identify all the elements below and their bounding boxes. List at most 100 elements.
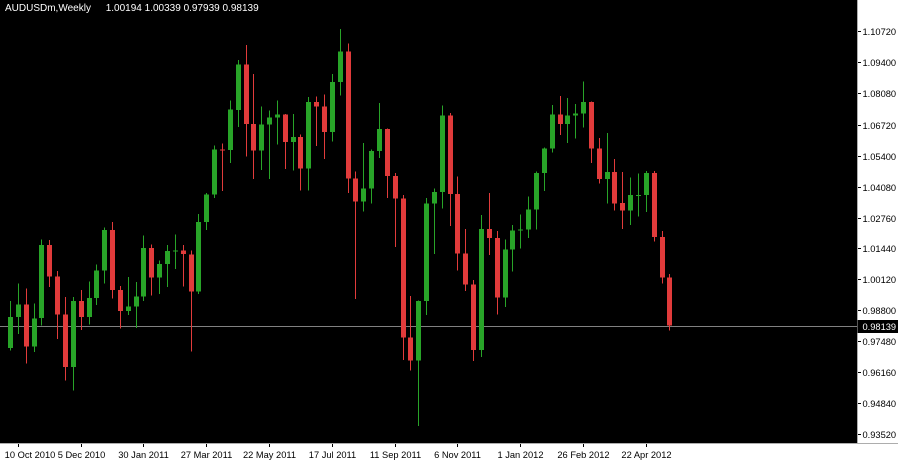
- candle-body: [212, 149, 217, 195]
- candle-body: [32, 318, 37, 347]
- candle-body: [87, 297, 92, 317]
- x-axis-label: 1 Jan 2012: [497, 450, 543, 460]
- candles-layer: [8, 28, 672, 426]
- candle-body: [39, 244, 44, 319]
- current-price-label: 0.98139: [863, 322, 897, 332]
- candle-body: [204, 194, 209, 222]
- y-axis-label: 0.96160: [863, 368, 897, 378]
- candle-body: [605, 172, 610, 180]
- y-axis-label: 0.93520: [863, 430, 897, 440]
- candle-body: [424, 203, 429, 301]
- candle-body: [503, 249, 508, 298]
- x-axis-label: 30 Jan 2011: [118, 450, 169, 460]
- y-axis-label: 0.97480: [863, 337, 897, 347]
- candle-body: [141, 248, 146, 297]
- candle-body: [455, 193, 460, 254]
- x-axis-label: 26 Feb 2012: [557, 450, 609, 460]
- candle-body: [298, 137, 303, 169]
- y-axis-label: 1.09400: [863, 58, 897, 68]
- candle-body: [652, 172, 657, 238]
- y-axis-label: 1.02760: [863, 214, 897, 224]
- candle-body: [440, 115, 445, 192]
- candle-body: [353, 178, 358, 202]
- candle-body: [189, 254, 194, 292]
- candle-body: [377, 129, 382, 151]
- candle-body: [236, 64, 241, 110]
- candle-body: [526, 209, 531, 230]
- candle-body: [165, 251, 170, 264]
- x-axis-label: 17 Jul 2011: [309, 450, 356, 460]
- x-axis-label: 6 Nov 2011: [434, 450, 481, 460]
- candle-body: [259, 124, 264, 151]
- candle-body: [275, 114, 280, 118]
- candle-body: [173, 250, 178, 252]
- candle-body: [432, 192, 437, 204]
- candle-body: [636, 194, 641, 196]
- candle-body: [134, 296, 139, 307]
- candle-body: [24, 304, 29, 347]
- candle-body: [667, 277, 672, 326]
- candle-body: [220, 149, 225, 151]
- y-axis-label: 0.98800: [863, 306, 897, 316]
- candle-body: [644, 172, 649, 195]
- candle-body: [361, 188, 366, 202]
- candle-body: [8, 317, 13, 348]
- candle-body: [471, 284, 476, 351]
- candle-body: [479, 229, 484, 351]
- candle-body: [385, 129, 390, 177]
- candle-body: [612, 172, 617, 204]
- candle-body: [518, 229, 523, 231]
- candle-body: [102, 229, 107, 271]
- candle-body: [94, 270, 99, 298]
- y-axis-background[interactable]: [858, 0, 898, 466]
- candle-body: [346, 51, 351, 179]
- y-axis-label: 1.00120: [863, 275, 897, 285]
- candle-body: [330, 81, 335, 133]
- candle-body: [550, 114, 555, 149]
- candle-body: [63, 314, 68, 368]
- price-marker-layer: 0.98139: [857, 320, 898, 333]
- candle-body: [408, 337, 413, 361]
- candle-body: [416, 300, 421, 361]
- y-axis-label: 0.94840: [863, 399, 897, 409]
- candle-body: [597, 148, 602, 180]
- candle-body: [228, 109, 233, 150]
- candle-body: [573, 113, 578, 116]
- x-axis-label: 10 Oct 2010: [5, 450, 56, 460]
- candle-body: [157, 263, 162, 278]
- candle-body: [565, 115, 570, 124]
- candle-body: [55, 276, 60, 315]
- candle-body: [401, 198, 406, 338]
- y-axis-label: 1.01440: [863, 244, 897, 254]
- candle-body: [110, 229, 115, 291]
- candle-body: [251, 124, 256, 151]
- candle-body: [620, 203, 625, 211]
- candle-body: [79, 300, 84, 317]
- candle-body: [16, 304, 21, 318]
- candle-body: [510, 230, 515, 250]
- x-axis-label: 22 May 2011: [243, 450, 296, 460]
- candle-body: [126, 306, 131, 311]
- y-axis-label: 1.06720: [863, 121, 897, 131]
- candle-body: [589, 101, 594, 149]
- candle-body: [267, 117, 272, 125]
- candle-body: [558, 114, 563, 124]
- x-axis-label: 27 Mar 2011: [181, 450, 233, 460]
- candle-body: [660, 237, 665, 278]
- x-axis-label: 11 Sep 2011: [370, 450, 421, 460]
- candle-body: [393, 176, 398, 199]
- x-axis-label: 22 Apr 2012: [621, 450, 671, 460]
- candle-body: [314, 102, 319, 107]
- y-axis-label: 1.05400: [863, 152, 897, 162]
- y-axis-label: 1.04080: [863, 183, 897, 193]
- candle-body: [487, 229, 492, 239]
- candle-body: [448, 115, 453, 194]
- candle-body: [291, 137, 296, 142]
- y-axis-label: 1.10720: [863, 27, 897, 37]
- candle-body: [196, 222, 201, 292]
- current-price-box: [857, 320, 898, 333]
- x-axis-background[interactable]: [0, 444, 898, 466]
